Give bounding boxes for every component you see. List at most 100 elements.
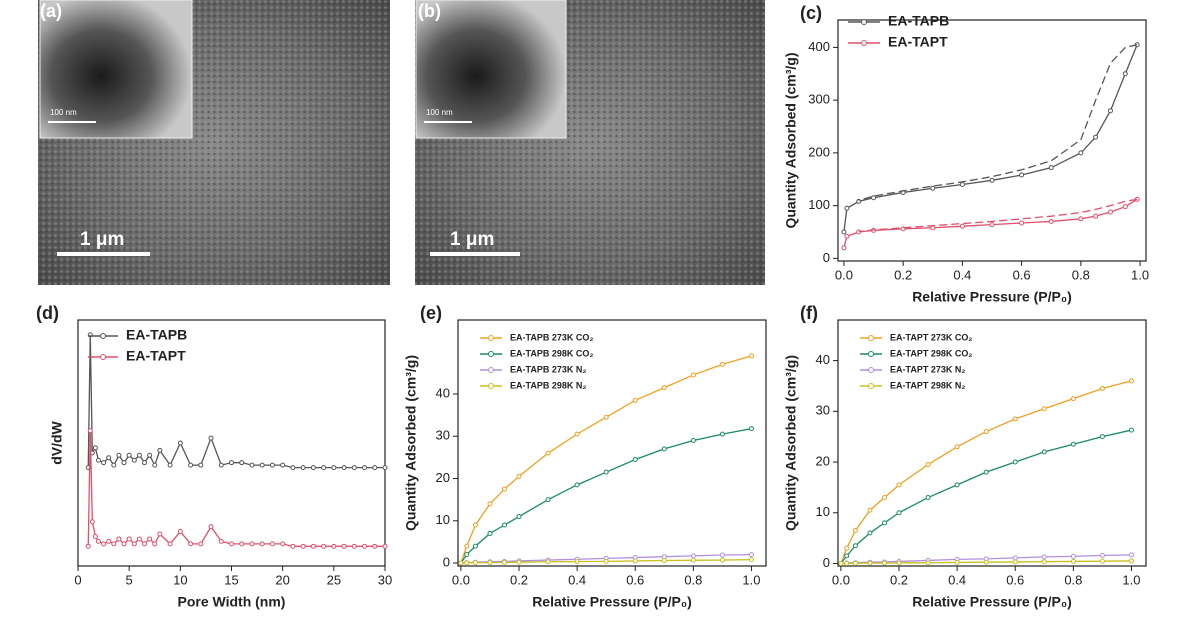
series-line <box>840 380 1132 564</box>
inset-scale: 100 nm <box>426 108 453 117</box>
data-point <box>372 543 378 549</box>
data-point <box>280 462 286 468</box>
data-point <box>157 447 163 453</box>
plot-frame <box>837 319 1147 567</box>
data-point <box>259 462 265 468</box>
data-point <box>331 543 337 549</box>
y-tick-label: 40 <box>436 385 450 400</box>
data-point <box>290 543 296 549</box>
data-point <box>983 559 989 565</box>
x-tick-label: 5 <box>126 572 133 587</box>
desorption-line <box>858 44 1138 201</box>
x-tick-label: 15 <box>224 572 238 587</box>
data-point <box>871 195 877 201</box>
data-point <box>1019 172 1025 178</box>
data-point <box>1099 558 1105 564</box>
y-tick-label: 200 <box>808 144 830 159</box>
data-point <box>719 552 725 558</box>
data-point <box>487 530 493 536</box>
data-point <box>362 465 368 471</box>
x-axis-label: Pore Width (nm) <box>178 594 286 610</box>
x-tick-label: 0.6 <box>1006 572 1024 587</box>
data-point <box>925 462 931 468</box>
data-point <box>954 482 960 488</box>
data-point <box>1070 396 1076 402</box>
data-point <box>1107 209 1113 215</box>
data-point <box>249 541 255 547</box>
data-point <box>472 560 478 566</box>
data-point <box>881 495 887 501</box>
legend-marker <box>861 19 867 25</box>
data-point <box>501 522 507 528</box>
data-point <box>147 452 153 458</box>
data-point <box>121 541 127 547</box>
data-point <box>259 541 265 547</box>
x-tick-label: 1.0 <box>1131 267 1149 282</box>
data-point <box>269 541 275 547</box>
y-tick-label: 40 <box>816 352 830 367</box>
data-point <box>229 541 234 547</box>
data-point <box>690 557 696 563</box>
x-tick-label: 0.8 <box>1072 267 1090 282</box>
data-point <box>464 560 470 566</box>
data-point <box>844 233 850 239</box>
data-point <box>218 462 224 468</box>
data-point <box>321 465 327 471</box>
data-point <box>136 452 142 458</box>
data-point <box>844 560 850 566</box>
data-point <box>603 469 609 475</box>
x-tick-label: 0.6 <box>626 572 644 587</box>
data-point <box>574 431 580 437</box>
panel-label: (a) <box>40 1 62 21</box>
data-point <box>372 465 378 471</box>
data-point <box>464 543 470 549</box>
panel-label: (e) <box>420 303 442 323</box>
data-point <box>867 530 873 536</box>
legend-label: EA-TAPT 298K CO₂ <box>890 348 972 358</box>
data-point <box>983 429 989 435</box>
data-point <box>1078 216 1084 222</box>
x-tick-label: 0.2 <box>894 267 912 282</box>
data-point <box>896 482 902 488</box>
data-point <box>1012 555 1018 561</box>
data-point <box>487 560 493 566</box>
data-point <box>177 440 183 446</box>
data-point <box>632 558 638 564</box>
x-axis-label: Relative Pressure (P/P₀) <box>912 289 1072 305</box>
data-point <box>844 553 850 559</box>
data-point <box>1048 165 1054 171</box>
legend-marker <box>488 383 494 389</box>
data-point <box>852 560 858 566</box>
data-point <box>472 543 478 549</box>
data-point <box>501 559 507 565</box>
data-point <box>545 559 551 565</box>
data-point <box>310 543 316 549</box>
data-point <box>925 560 931 566</box>
data-point <box>1041 449 1047 455</box>
data-point <box>300 543 306 549</box>
data-point <box>719 361 725 367</box>
legend-marker <box>868 351 874 357</box>
legend-marker <box>100 354 106 360</box>
data-point <box>321 543 327 549</box>
data-point <box>748 353 754 359</box>
scale-bar-label: 1 μm <box>80 229 124 250</box>
legend-marker <box>100 333 106 339</box>
data-point <box>198 462 204 468</box>
plot-frame <box>77 319 386 567</box>
legend-label: EA-TAPB 273K N₂ <box>510 364 586 374</box>
data-point <box>925 495 931 501</box>
y-tick-label: 20 <box>816 453 830 468</box>
plot-frame <box>837 19 1147 262</box>
data-point <box>1012 559 1018 565</box>
sem-image-b: 100 nm 1 μm (b) <box>415 0 765 285</box>
series-line <box>840 429 1132 564</box>
legend-marker <box>488 335 494 341</box>
series-line <box>460 427 752 564</box>
data-point <box>152 462 158 468</box>
y-tick-label: 100 <box>808 197 830 212</box>
data-point <box>310 465 316 471</box>
data-point <box>92 445 98 451</box>
series-line <box>460 355 752 564</box>
